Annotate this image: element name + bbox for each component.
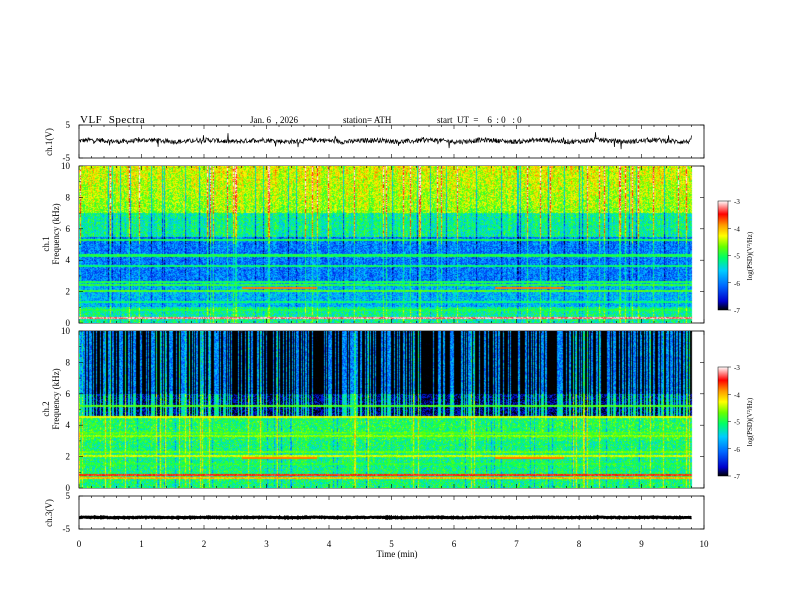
s1-y-tick-label-6: 6 — [66, 224, 71, 234]
s2-y-tick-label-4: 4 — [66, 420, 71, 430]
s1-y-tick-label-2: 2 — [66, 287, 71, 297]
start-time-label: start UT = 6 : 0 : 0 — [437, 115, 522, 125]
ch1-colorbar-tick-label--7: -7 — [734, 307, 740, 315]
x-tick-label-3: 3 — [264, 539, 269, 549]
ch2-colorbar-tick-label--6: -6 — [734, 446, 740, 454]
ch1-colorbar-tick-label--3: -3 — [734, 198, 740, 206]
date-label: Jan. 6 , 2026 — [250, 115, 298, 125]
ch3-waveform-frame — [78, 495, 705, 530]
ch2-channel-label: ch.2 — [41, 401, 51, 416]
ch1-colorbar-label: log(PSD)(V²/Hz) — [746, 231, 754, 280]
x-axis-label: Time (min) — [377, 549, 418, 559]
x-tick-label-2: 2 — [202, 539, 207, 549]
x-tick-label-0: 0 — [77, 539, 82, 549]
s2-y-tick-label-2: 2 — [66, 452, 71, 462]
ch2-frequency-axis-label: Frequency (kHz) — [51, 368, 61, 429]
station-label: station= ATH — [343, 115, 392, 125]
x-tick-label-10: 10 — [700, 539, 710, 549]
x-tick-label-6: 6 — [452, 539, 457, 549]
ch1-colorbar-tick-label--4: -4 — [734, 225, 740, 233]
w3-y-tick-label--5: -5 — [63, 524, 71, 534]
x-tick-label-4: 4 — [327, 539, 332, 549]
s1-y-tick-label-0: 0 — [66, 318, 71, 328]
x-tick-label-5: 5 — [389, 539, 394, 549]
ch2-colorbar — [717, 366, 729, 477]
ch1-frequency-axis-label: Frequency (kHz) — [51, 203, 61, 264]
ch1-spectrogram-heatmap — [79, 166, 693, 323]
s1-y-tick-label-8: 8 — [66, 192, 71, 202]
w3-y-tick-label-5: 5 — [66, 491, 71, 501]
s2-y-tick-label-8: 8 — [66, 357, 71, 367]
ch1-colorbar-tick-label--6: -6 — [734, 280, 740, 288]
ch2-colorbar-tick-label--4: -4 — [734, 391, 740, 399]
ch2-colorbar-tick-label--3: -3 — [734, 364, 740, 372]
ch3-waveform-trace — [79, 514, 692, 521]
x-tick-label-7: 7 — [514, 539, 519, 549]
x-tick-label-9: 9 — [639, 539, 644, 549]
ch1-colorbar-tick-label--5: -5 — [734, 253, 740, 261]
ch1-channel-label: ch.1 — [41, 236, 51, 251]
x-tick-label-8: 8 — [577, 539, 582, 549]
s2-y-tick-label-6: 6 — [66, 389, 71, 399]
s2-y-tick-label-10: 10 — [61, 326, 71, 336]
ch1-voltage-axis-label: ch.1(V) — [44, 128, 54, 156]
axes-layer: 0 1 2 3 4 5 6 7 8 9 105-5024681002468105-5-3-4-5-6… — [61, 120, 740, 549]
ch1-waveform-trace — [78, 132, 692, 150]
s2-y-tick-label-0: 0 — [66, 483, 71, 493]
ch2-colorbar-tick-label--5: -5 — [734, 419, 740, 427]
figure-title: VLF Spectra — [80, 114, 146, 126]
ch3-voltage-axis-label: ch.3(V) — [44, 499, 54, 527]
x-tick-label-1: 1 — [139, 539, 144, 549]
ch2-spectrogram-heatmap — [79, 331, 693, 488]
ch2-colorbar-label: log(PSD)(V²/Hz) — [746, 397, 754, 446]
w1-y-tick-label--5: -5 — [63, 153, 71, 163]
s1-y-tick-label-10: 10 — [61, 161, 71, 171]
ch1-colorbar — [717, 200, 729, 311]
s1-y-tick-label-4: 4 — [66, 255, 71, 265]
ch2-colorbar-tick-label--7: -7 — [734, 473, 740, 481]
w1-y-tick-label-5: 5 — [66, 120, 71, 130]
